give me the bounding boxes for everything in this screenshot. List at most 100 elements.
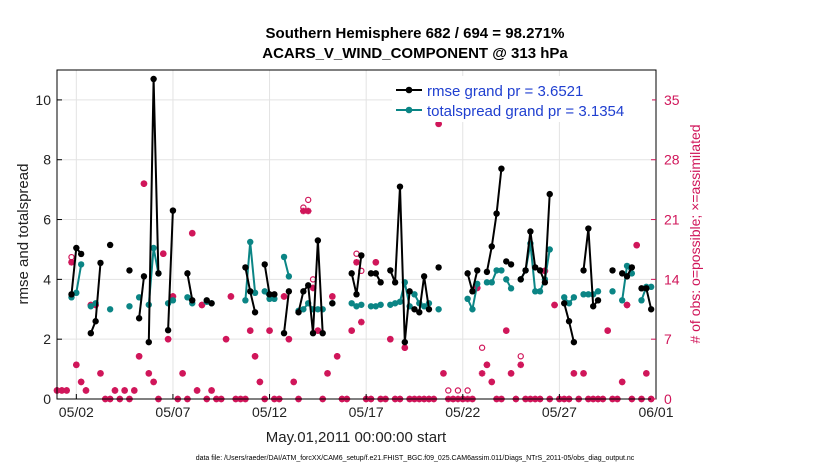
rmse-point <box>647 306 655 313</box>
spread-point <box>87 303 95 310</box>
rmse-point <box>358 252 365 259</box>
rmse-point <box>106 241 114 249</box>
x-tick-label: 05/02 <box>59 404 94 420</box>
obs-assimilated-marker <box>63 387 70 394</box>
rmse-line-segment <box>283 291 290 334</box>
obs-assimilated-marker <box>135 352 143 360</box>
spread-point <box>271 295 278 303</box>
obs-assimilated-marker <box>179 370 186 377</box>
obs-assimilated-marker <box>58 387 66 394</box>
spread-point <box>570 294 578 301</box>
spread-point <box>483 279 491 286</box>
obs-assimilated-marker <box>333 352 341 360</box>
spread-point <box>285 273 293 280</box>
spread-point <box>391 300 399 307</box>
legend-marker-spread <box>405 106 413 114</box>
rmse-point <box>425 306 433 313</box>
spread-point <box>411 291 418 298</box>
rmse-point <box>561 300 568 307</box>
spread-point <box>106 306 114 313</box>
rmse-point <box>609 267 616 274</box>
obs-count-markers <box>53 120 655 403</box>
rmse-point <box>532 264 539 271</box>
rmse-point <box>406 288 413 295</box>
obs-assimilated-marker <box>304 207 312 215</box>
spread-point <box>594 288 602 295</box>
obs-possible-marker <box>68 253 75 261</box>
rmse-point <box>387 267 394 274</box>
obs-assimilated-marker <box>164 335 172 343</box>
spread-line-segment <box>283 256 290 277</box>
spread-point <box>623 262 631 270</box>
legend-label-rmse: rmse grand pr = 3.6521 <box>427 83 583 100</box>
spread-point <box>638 297 645 304</box>
rmse-point <box>242 264 249 271</box>
rmse-point <box>280 330 288 337</box>
grid <box>57 70 656 399</box>
spread-point <box>565 300 573 307</box>
spread-point <box>469 306 476 313</box>
rmse-point <box>300 288 307 295</box>
rmse-line-segment <box>389 186 411 343</box>
y2-axis-label: # of obs: o=possible; ×=assimilated <box>687 124 703 343</box>
rmse-point <box>623 273 631 280</box>
obs-assimilated-marker <box>580 370 587 377</box>
spread-point <box>367 303 375 310</box>
rmse-point <box>285 288 293 295</box>
rmse-line-segment <box>186 273 194 301</box>
rmse-point <box>164 327 172 334</box>
obs-assimilated-marker <box>68 258 75 266</box>
rmse-line-segment <box>519 231 537 280</box>
spread-point <box>464 295 471 303</box>
y-tick-label: 10 <box>35 92 51 108</box>
spread-point <box>247 238 254 246</box>
y2-tick-label: 28 <box>664 152 680 168</box>
x-tick-label: 05/22 <box>445 404 480 420</box>
obs-assimilated-marker <box>256 378 264 386</box>
obs-assimilated-marker <box>140 180 148 187</box>
obs-assimilated-marker <box>372 258 380 266</box>
x-tick-label: 05/07 <box>155 404 190 420</box>
obs-assimilated-marker <box>329 293 336 300</box>
obs-assimilated-marker <box>300 207 307 215</box>
spread-point <box>532 288 539 295</box>
rmse-point <box>580 267 587 274</box>
obs-assimilated-marker <box>77 378 85 386</box>
spread-point <box>420 303 428 310</box>
chart-title: Southern Hemisphere 682 / 694 = 98.271% <box>266 25 565 42</box>
spread-point <box>314 306 322 313</box>
spread-point <box>580 291 587 298</box>
rmse-point <box>184 270 191 277</box>
rmse-point <box>469 288 476 295</box>
obs-assimilated-marker <box>159 250 167 258</box>
legend: rmse grand pr = 3.6521 totalspread grand… <box>392 76 652 122</box>
x-tick-label: 05/17 <box>349 404 384 420</box>
rmse-point <box>498 165 505 172</box>
spread-point <box>546 246 553 253</box>
footer-data-file: data file: /Users/raeder/DAI/ATM_forcXX/… <box>196 455 635 462</box>
rmse-point <box>503 258 510 265</box>
y-tick-label: 0 <box>43 391 51 407</box>
obs-assimilated-marker <box>507 370 515 377</box>
rmse-point <box>304 282 312 289</box>
y2-tick-label: 7 <box>664 331 672 347</box>
obs-assimilated-marker <box>401 344 409 352</box>
spread-point <box>507 285 515 292</box>
obs-assimilated-marker <box>353 258 360 266</box>
rmse-point <box>68 291 75 298</box>
spread-point <box>280 253 288 261</box>
rmse-point <box>126 267 133 274</box>
rmse-line-segment <box>147 78 160 343</box>
rmse-line-segment <box>485 168 503 273</box>
spread-point <box>435 306 442 313</box>
obs-assimilated-marker <box>198 301 206 309</box>
rmse-point <box>295 309 302 316</box>
rmse-point <box>507 261 515 268</box>
spread-point <box>609 288 616 295</box>
obs-assimilated-marker <box>285 335 293 343</box>
y2-tick-label: 14 <box>664 271 680 287</box>
y2-axis-ticks: 0 7 14 21 28 35 <box>651 92 680 407</box>
rmse-point <box>203 297 210 304</box>
series-lines <box>68 75 655 346</box>
rmse-point <box>150 75 157 83</box>
